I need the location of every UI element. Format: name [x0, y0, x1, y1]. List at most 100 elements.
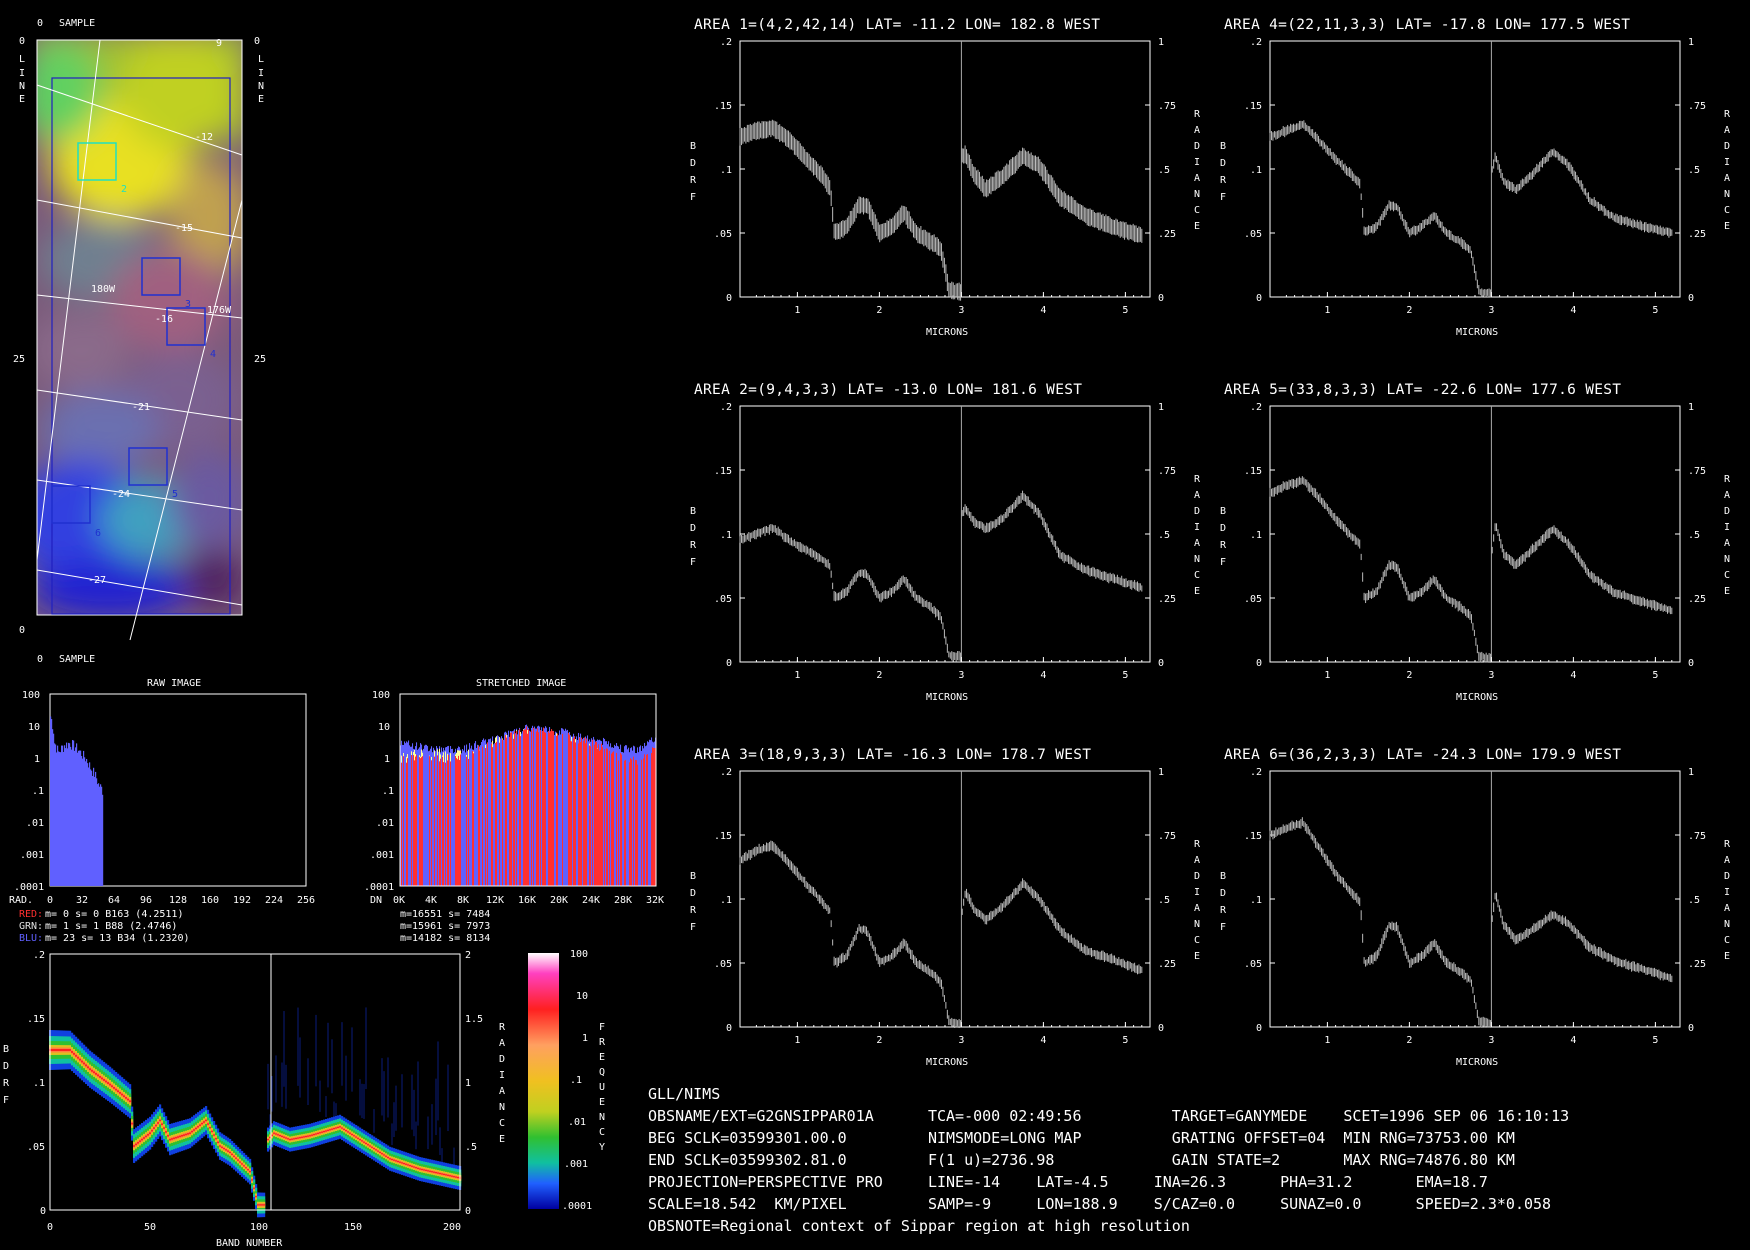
- stretch-hist-bar: [546, 727, 548, 886]
- stretch-hist-bar: [421, 757, 423, 886]
- density-band: [283, 1136, 286, 1138]
- density-outlier: [365, 1007, 367, 1090]
- radiance-letter: R: [1724, 474, 1731, 485]
- radiance-letter: A: [1724, 173, 1730, 184]
- bdrf-letter: B: [1220, 871, 1226, 882]
- stretch-hist-bar: [429, 756, 431, 886]
- stretch-hist-bar: [525, 729, 527, 886]
- density-outlier: [351, 1027, 353, 1092]
- x-tick: 5: [1122, 670, 1128, 681]
- y2-tick: 0: [1688, 293, 1694, 304]
- density-band: [131, 1122, 134, 1125]
- y2-tick: .75: [1158, 831, 1176, 842]
- radiance-letter: D: [1724, 141, 1730, 152]
- density-band: [401, 1162, 404, 1164]
- density-band: [175, 1136, 178, 1139]
- raw-hist-bar: [60, 752, 62, 886]
- y-tick: 1: [384, 754, 390, 765]
- freq-letter: U: [599, 1082, 605, 1093]
- y-tick: .1: [720, 530, 732, 541]
- density-band: [433, 1171, 436, 1173]
- raw-hist-bar: [64, 745, 66, 886]
- density-band: [263, 1204, 266, 1206]
- area-4-box[interactable]: [166, 307, 206, 346]
- density-band: [71, 1050, 74, 1053]
- stretch-hist-bar: [644, 754, 646, 886]
- radiance-letter: I: [1724, 157, 1730, 168]
- density-band: [93, 1071, 96, 1074]
- stretch-hist-bar: [466, 756, 468, 886]
- area-5-box[interactable]: [128, 447, 168, 486]
- stretch-hist-bar: [447, 760, 449, 886]
- bdrf-letter: R: [1220, 175, 1227, 186]
- y2-tick: .25: [1688, 594, 1706, 605]
- density-band: [457, 1176, 460, 1179]
- density-band: [235, 1157, 238, 1159]
- stretch-hist-bar: [617, 745, 619, 886]
- x-tick: 1: [794, 670, 800, 681]
- raw-hist-bar: [57, 745, 59, 886]
- lon-label: 180W: [91, 284, 116, 295]
- left-tick: 0: [19, 625, 25, 636]
- stretch-hist-bar: [538, 732, 540, 886]
- density-band: [295, 1137, 298, 1140]
- raw-hist-bar: [97, 784, 99, 886]
- x-tick: 224: [265, 895, 283, 906]
- density-outlier: [415, 1121, 417, 1150]
- stretch-hist-bar: [463, 750, 465, 886]
- density-outlier: [441, 1148, 443, 1164]
- stretch-hist-bar: [518, 730, 520, 886]
- y-tick: .15: [714, 466, 732, 477]
- bdrf-series: [739, 119, 962, 301]
- density-band: [189, 1132, 192, 1134]
- stretch-hist-bar: [529, 730, 531, 886]
- right-tick: 0: [254, 36, 260, 47]
- x-tick: 50: [144, 1222, 156, 1233]
- stretch-hist-bar: [651, 753, 653, 886]
- radiance-letter: C: [1194, 205, 1200, 216]
- sample-label-bottom: SAMPLE: [59, 654, 95, 665]
- observation-info: GLL/NIMS OBSNAME/EXT=G2GNSIPPAR01A TCA=-…: [648, 1085, 1569, 1235]
- density-band: [205, 1119, 208, 1122]
- stretch-hist-stats: m=16551 s= 7484 m=15961 s= 7973 m=14182 …: [400, 909, 490, 944]
- stretch-hist-bar: [523, 730, 525, 886]
- density-band: [167, 1134, 170, 1137]
- raw-hist-bar: [72, 740, 74, 886]
- density-band: [119, 1092, 122, 1094]
- x-tick: 28K: [614, 895, 632, 906]
- stretch-hist-bar: [549, 733, 551, 886]
- x-tick: 5: [1122, 1035, 1128, 1046]
- stretch-hist-bar: [614, 744, 616, 886]
- density-band: [449, 1175, 452, 1177]
- density-band: [135, 1143, 138, 1146]
- stretch-hist-bar: [490, 738, 492, 886]
- density-band: [173, 1137, 176, 1140]
- density-band: [395, 1160, 398, 1162]
- stretch-hist-bar: [445, 762, 447, 886]
- stretch-hist-bar: [437, 755, 439, 886]
- stretch-hist-bar: [615, 746, 617, 886]
- spectrum-panel-2: AREA 2=(9,4,3,3) LAT= -13.0 LON= 181.6 W…: [690, 382, 1201, 703]
- stretch-hist-bar: [556, 735, 558, 886]
- freq-tick: 1: [582, 1033, 588, 1044]
- area-6-box[interactable]: [51, 485, 91, 524]
- stretch-hist-bar: [497, 735, 499, 886]
- stat-label-blue: BLU:: [19, 933, 43, 944]
- stretch-hist-bar: [430, 748, 432, 886]
- stretch-hist-bar: [545, 732, 547, 886]
- y2-tick: 1: [1688, 767, 1694, 778]
- density-band: [335, 1127, 338, 1129]
- bdrf-letter: F: [3, 1095, 9, 1106]
- area-2-box[interactable]: [77, 142, 117, 181]
- y-tick: 0: [726, 658, 732, 669]
- radiance-letter: E: [1194, 221, 1200, 232]
- area-3-box[interactable]: [141, 257, 181, 296]
- radiance-series: [961, 878, 1143, 975]
- raw-hist-bar: [71, 749, 73, 886]
- density-band: [423, 1169, 426, 1171]
- area-1-box[interactable]: [51, 77, 231, 615]
- stretch-hist-bar: [402, 744, 404, 886]
- lon-label: 176W: [207, 305, 232, 316]
- x-tick: 32: [76, 895, 88, 906]
